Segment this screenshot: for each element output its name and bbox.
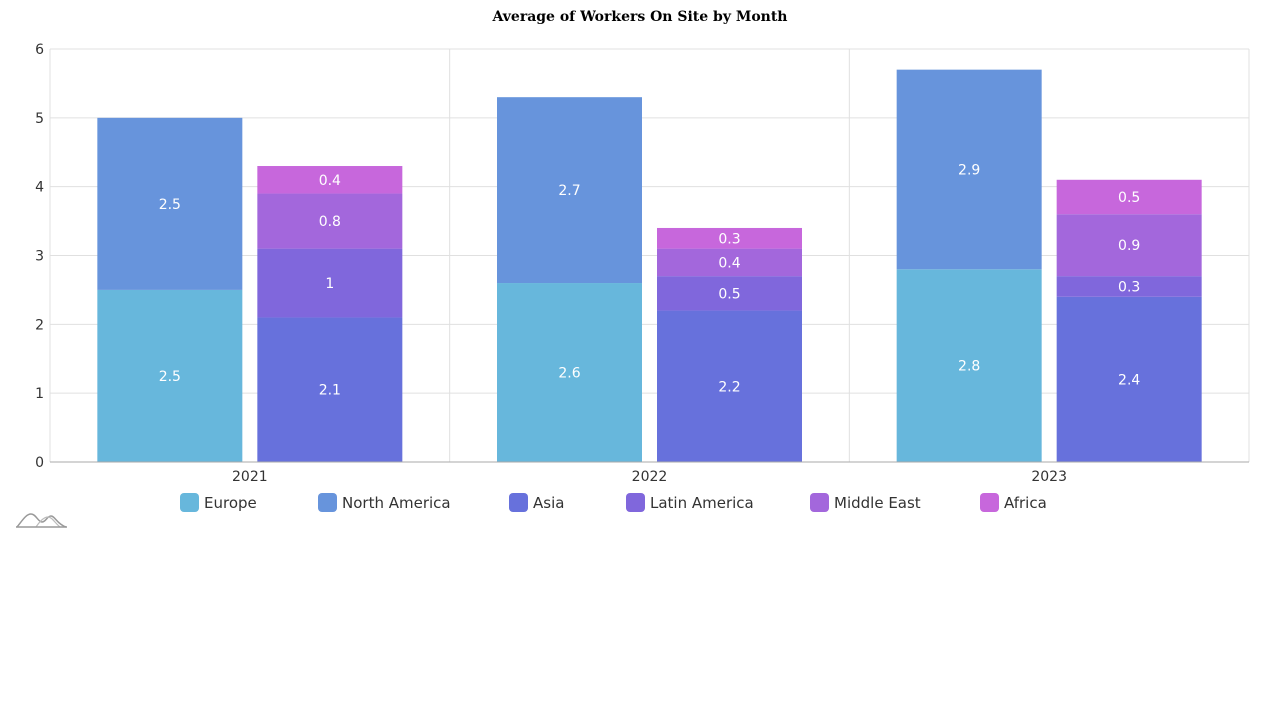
legend-swatch-latin-america: [626, 493, 645, 512]
legend-swatch-north-america: [318, 493, 337, 512]
y-tick-label: 5: [35, 111, 44, 127]
legend-item-latin-america[interactable]: Latin America: [626, 493, 754, 512]
legend[interactable]: Europe North America Asia Latin America Midd…: [180, 493, 1047, 512]
bar-asia-2021: [257, 317, 403, 462]
data-label-africa-2021: 0.4: [319, 173, 341, 189]
bar-north-america-2023: [896, 69, 1042, 270]
y-tick-label: 6: [35, 42, 44, 58]
x-axis: 2021 2022 2023: [50, 461, 1249, 485]
data-label-latin-america-2021: 1: [325, 276, 334, 292]
chart-title: Average of Workers On Site by Month: [492, 9, 788, 25]
legend-swatch-middle-east: [810, 493, 829, 512]
y-tick-label: 1: [35, 386, 44, 402]
amcharts-logo-icon: [16, 513, 67, 528]
bar-europe-2021: [97, 289, 243, 462]
data-labels: 2.5 2.5 2.1 1 0.8 0.4 2.6 2.7 2.2 0.5 0.4 0.3 2.8 2.9…: [159, 162, 1141, 398]
y-axis: 0 1 2 3 4 5 6: [35, 42, 44, 471]
bar-europe-2023: [896, 269, 1042, 462]
data-label-asia-2023: 2.4: [1118, 372, 1140, 388]
data-label-europe-2022: 2.6: [558, 366, 580, 382]
legend-item-middle-east[interactable]: Middle East: [810, 493, 921, 512]
data-label-latin-america-2023: 0.3: [1118, 279, 1140, 295]
legend-label-africa: Africa: [1004, 494, 1047, 512]
legend-swatch-asia: [509, 493, 528, 512]
data-label-middle-east-2022: 0.4: [718, 255, 740, 271]
bar-latin-america-2022: [657, 276, 802, 311]
y-tick-label: 2: [35, 317, 44, 333]
data-label-latin-america-2022: 0.5: [718, 286, 740, 302]
y-tick-label: 0: [35, 455, 44, 471]
bars: [97, 69, 1202, 462]
bar-middle-east-2022: [657, 248, 802, 277]
y-tick-label: 4: [35, 180, 44, 196]
bar-asia-2023: [1056, 296, 1202, 462]
data-label-africa-2022: 0.3: [718, 231, 740, 247]
bar-latin-america-2023: [1056, 276, 1202, 297]
bar-africa-2021: [257, 166, 403, 194]
legend-swatch-africa: [980, 493, 999, 512]
bar-africa-2022: [657, 227, 802, 249]
data-label-north-america-2022: 2.7: [558, 183, 580, 199]
bar-asia-2022: [657, 310, 802, 462]
legend-item-europe[interactable]: Europe: [180, 493, 257, 512]
bar-north-america-2021: [97, 117, 243, 290]
bar-africa-2023: [1056, 179, 1202, 215]
x-tick-label: 2022: [632, 469, 668, 485]
data-label-north-america-2023: 2.9: [958, 162, 980, 178]
legend-label-europe: Europe: [204, 494, 257, 512]
x-tick-label: 2023: [1031, 469, 1067, 485]
legend-item-north-america[interactable]: North America: [318, 493, 451, 512]
legend-item-africa[interactable]: Africa: [980, 493, 1047, 512]
bar-middle-east-2021: [257, 193, 403, 249]
legend-swatch-europe: [180, 493, 199, 512]
data-label-middle-east-2021: 0.8: [319, 214, 341, 230]
data-label-asia-2021: 2.1: [319, 383, 341, 399]
legend-label-latin-america: Latin America: [650, 494, 754, 512]
legend-item-asia[interactable]: Asia: [509, 493, 564, 512]
legend-label-middle-east: Middle East: [834, 494, 921, 512]
legend-label-asia: Asia: [533, 494, 564, 512]
data-label-asia-2022: 2.2: [718, 379, 740, 395]
data-label-europe-2023: 2.8: [958, 359, 980, 375]
data-label-middle-east-2023: 0.9: [1118, 238, 1140, 254]
bar-europe-2022: [497, 283, 642, 462]
data-label-africa-2023: 0.5: [1118, 190, 1140, 206]
data-label-europe-2021: 2.5: [159, 369, 181, 385]
x-tick-label: 2021: [232, 469, 268, 485]
y-tick-label: 3: [35, 249, 44, 265]
bar-middle-east-2023: [1056, 214, 1202, 277]
bar-latin-america-2021: [257, 248, 403, 318]
legend-label-north-america: North America: [342, 494, 451, 512]
bar-north-america-2022: [497, 97, 642, 284]
data-label-north-america-2021: 2.5: [159, 197, 181, 213]
